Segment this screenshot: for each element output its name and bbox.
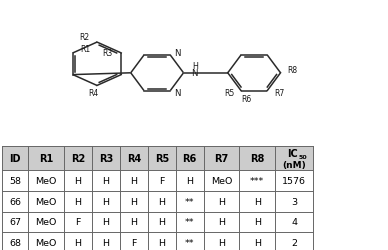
Text: H: H xyxy=(158,238,165,247)
Text: F: F xyxy=(131,238,137,247)
Text: R2: R2 xyxy=(80,33,90,42)
Text: (nM): (nM) xyxy=(282,160,306,169)
Text: 3: 3 xyxy=(291,197,297,206)
Bar xyxy=(2,146,313,171)
Text: 67: 67 xyxy=(9,218,21,226)
Text: R7: R7 xyxy=(215,154,229,163)
Text: 50: 50 xyxy=(299,155,307,160)
Text: H: H xyxy=(130,218,137,226)
Text: H: H xyxy=(130,176,137,186)
Text: N: N xyxy=(174,89,180,98)
Text: H: H xyxy=(74,238,81,247)
Text: R5: R5 xyxy=(224,88,234,97)
Text: H: H xyxy=(254,238,261,247)
Text: N: N xyxy=(174,49,180,58)
Text: H: H xyxy=(218,218,225,226)
Text: H: H xyxy=(218,238,225,247)
Text: MeO: MeO xyxy=(35,197,57,206)
Text: F: F xyxy=(75,218,81,226)
Text: **: ** xyxy=(185,218,194,226)
Text: 66: 66 xyxy=(9,197,21,206)
Text: ID: ID xyxy=(9,154,21,163)
Text: 58: 58 xyxy=(9,176,21,186)
Text: R4: R4 xyxy=(88,89,98,98)
Text: N: N xyxy=(191,68,197,78)
Text: H: H xyxy=(254,197,261,206)
Text: H: H xyxy=(74,176,81,186)
Text: 2: 2 xyxy=(291,238,297,247)
Text: H: H xyxy=(102,238,109,247)
Text: R8: R8 xyxy=(250,154,265,163)
Text: H: H xyxy=(186,176,193,186)
Text: H: H xyxy=(130,197,137,206)
Text: **: ** xyxy=(185,197,194,206)
Text: R5: R5 xyxy=(155,154,169,163)
Text: R8: R8 xyxy=(287,66,297,75)
Text: 68: 68 xyxy=(9,238,21,247)
Text: R6: R6 xyxy=(183,154,197,163)
Text: R3: R3 xyxy=(99,154,113,163)
Text: R3: R3 xyxy=(102,49,113,58)
Text: R7: R7 xyxy=(274,88,284,97)
Text: 1576: 1576 xyxy=(282,176,306,186)
Text: R4: R4 xyxy=(127,154,141,163)
Text: R1: R1 xyxy=(80,45,90,54)
Text: H: H xyxy=(254,218,261,226)
Text: H: H xyxy=(102,218,109,226)
Text: H: H xyxy=(218,197,225,206)
Text: MeO: MeO xyxy=(35,238,57,247)
Text: 4: 4 xyxy=(291,218,297,226)
Text: R6: R6 xyxy=(242,95,252,104)
Text: R2: R2 xyxy=(71,154,85,163)
Text: H: H xyxy=(102,197,109,206)
Text: IC: IC xyxy=(287,149,298,159)
Text: **: ** xyxy=(185,238,194,247)
Text: H: H xyxy=(102,176,109,186)
Text: H: H xyxy=(74,197,81,206)
Text: H: H xyxy=(158,218,165,226)
Text: MeO: MeO xyxy=(35,218,57,226)
Text: ***: *** xyxy=(250,176,264,186)
Text: H: H xyxy=(192,62,198,71)
Text: H: H xyxy=(158,197,165,206)
Text: F: F xyxy=(159,176,165,186)
Text: MeO: MeO xyxy=(211,176,232,186)
Text: MeO: MeO xyxy=(35,176,57,186)
Text: R1: R1 xyxy=(39,154,53,163)
